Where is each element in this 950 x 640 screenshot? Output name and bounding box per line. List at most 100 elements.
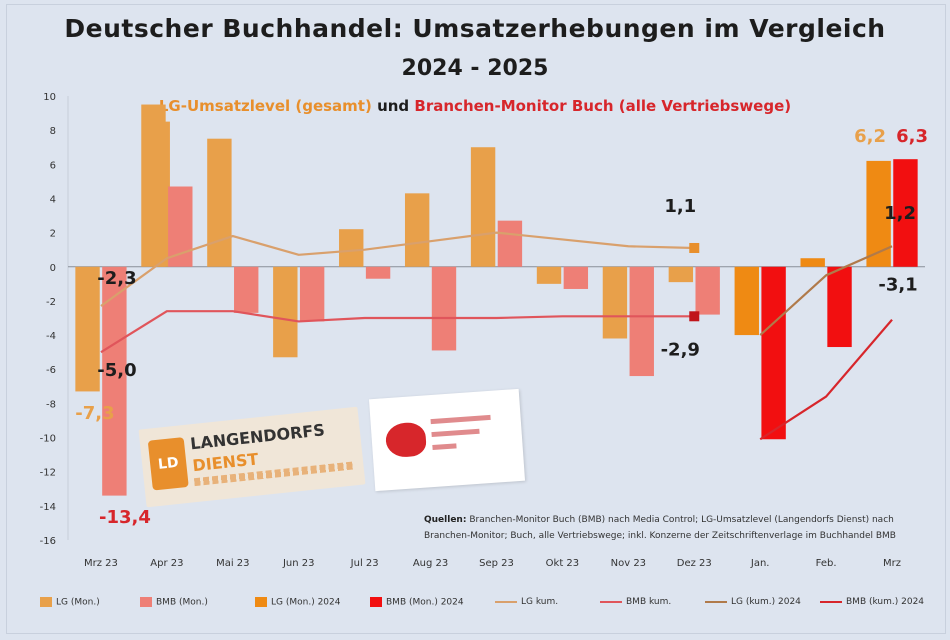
x-tick-label: Dez 23	[677, 558, 712, 569]
boersenverein-map-icon	[384, 421, 428, 459]
legend-swatch	[140, 597, 152, 607]
bar	[207, 138, 232, 267]
bar	[431, 266, 457, 351]
legend-item: BMB (Mon.) 2024	[370, 597, 464, 613]
legend-swatch	[820, 600, 842, 603]
bar	[234, 266, 259, 313]
bar	[536, 266, 562, 284]
legend-item: LG (Mon.) 2024	[255, 597, 340, 613]
data-label: 6,2	[854, 126, 886, 147]
bar	[827, 266, 852, 348]
legend-swatch	[705, 600, 727, 603]
x-tick-label: Mrz 23	[84, 558, 118, 569]
line-marker	[689, 242, 700, 253]
series-line	[759, 245, 893, 336]
bar	[563, 266, 589, 289]
legend-label: BMB (Mon.) 2024	[386, 597, 464, 608]
logo-text-line1: LANGENDORFS	[189, 420, 326, 454]
data-label: -2,9	[661, 340, 700, 361]
legend-item: LG kum.	[495, 597, 558, 613]
legend-label: LG (Mon.)	[56, 597, 100, 608]
bar	[102, 266, 127, 496]
x-tick-label: Mai 23	[216, 558, 249, 569]
legend-label: LG kum.	[521, 597, 559, 607]
legend-swatch	[600, 600, 622, 603]
x-tick-label: Sep 23	[479, 558, 514, 569]
subtitle-lg-part: LG-Umsatzlevel (gesamt)	[158, 97, 372, 115]
legend-swatch	[40, 597, 52, 607]
legend-label: BMB (kum.) 2024	[846, 597, 925, 607]
y-tick-label: -4	[46, 331, 56, 342]
data-label: -13,4	[99, 507, 151, 528]
y-tick-label: -2	[46, 297, 56, 308]
x-tick-label: Jan.	[750, 558, 770, 569]
boersenverein-logo	[368, 388, 526, 492]
series-line	[100, 310, 695, 354]
y-tick-label: 2	[50, 229, 56, 240]
bar	[273, 266, 298, 358]
data-label: -5,0	[97, 360, 136, 381]
x-tick-label: Feb.	[816, 558, 837, 569]
line-marker	[689, 311, 700, 322]
legend-item: BMB (kum.) 2024	[820, 597, 924, 613]
data-label: 1,1	[664, 196, 696, 217]
bar	[404, 193, 430, 267]
x-tick-label: Aug 23	[413, 558, 448, 569]
x-tick-label: Jun 23	[282, 558, 315, 569]
chart-subtitle: LG-Umsatzlevel (gesamt) und Branchen-Mon…	[0, 97, 950, 115]
data-label: -7,3	[75, 403, 114, 424]
bar	[629, 266, 654, 377]
bar	[365, 266, 391, 279]
y-tick-label: -10	[40, 434, 56, 445]
legend-item: BMB kum.	[600, 597, 671, 613]
bar	[695, 266, 720, 315]
x-tick-label: Nov 23	[611, 558, 646, 569]
data-label: 6,3	[896, 126, 928, 147]
y-tick-label: 0	[50, 263, 56, 274]
y-tick-label: 10	[43, 92, 56, 103]
boersenverein-wordmark	[430, 414, 494, 458]
legend-swatch	[255, 597, 267, 607]
bar	[339, 229, 364, 267]
y-tick-label: -8	[46, 399, 56, 410]
bar	[602, 266, 628, 339]
chart-title: Deutscher Buchhandel: Umsatzerhebungen i…	[64, 14, 886, 43]
legend-label: BMB (Mon.)	[156, 597, 208, 608]
bar	[893, 159, 918, 267]
data-label: 1,2	[884, 203, 916, 224]
source-note: Quellen: Branchen-Monitor Buch (BMB) nac…	[424, 512, 914, 544]
y-tick-label: 8	[50, 126, 56, 137]
bar	[761, 266, 786, 440]
bar	[734, 266, 759, 336]
bar	[156, 121, 170, 267]
bar	[668, 266, 694, 283]
legend-swatch	[370, 597, 382, 607]
y-tick-label: -12	[40, 468, 56, 479]
x-tick-label: Okt 23	[546, 558, 580, 569]
x-tick-label: Jul 23	[350, 558, 379, 569]
legend-item: BMB (Mon.)	[140, 597, 208, 613]
bar	[470, 147, 496, 267]
data-label: -2,3	[97, 268, 136, 289]
bar	[800, 258, 825, 267]
data-label: -3,1	[878, 275, 917, 296]
y-tick-label: -16	[40, 536, 56, 547]
x-tick-label: Apr 23	[150, 558, 183, 569]
subtitle-and: und	[377, 97, 410, 115]
bar	[75, 266, 100, 392]
legend-item: LG (Mon.)	[40, 597, 100, 613]
y-tick-label: -6	[46, 365, 56, 376]
source-text: Branchen-Monitor Buch (BMB) nach Media C…	[424, 515, 896, 541]
y-tick-label: 4	[50, 194, 56, 205]
y-tick-label: -14	[40, 502, 56, 513]
x-tick-label: Mrz	[883, 558, 901, 569]
legend-label: LG (kum.) 2024	[731, 597, 801, 607]
chart-title-years: 2024 - 2025	[401, 56, 549, 81]
legend-label: LG (Mon.) 2024	[271, 597, 341, 608]
y-tick-label: 6	[50, 160, 56, 171]
bar	[299, 266, 325, 322]
chart-legend: LG (Mon.) BMB (Mon.) LG (Mon.) 2024 BMB (Mo…	[40, 597, 924, 617]
source-label: Quellen:	[424, 515, 467, 525]
bar	[497, 220, 523, 267]
